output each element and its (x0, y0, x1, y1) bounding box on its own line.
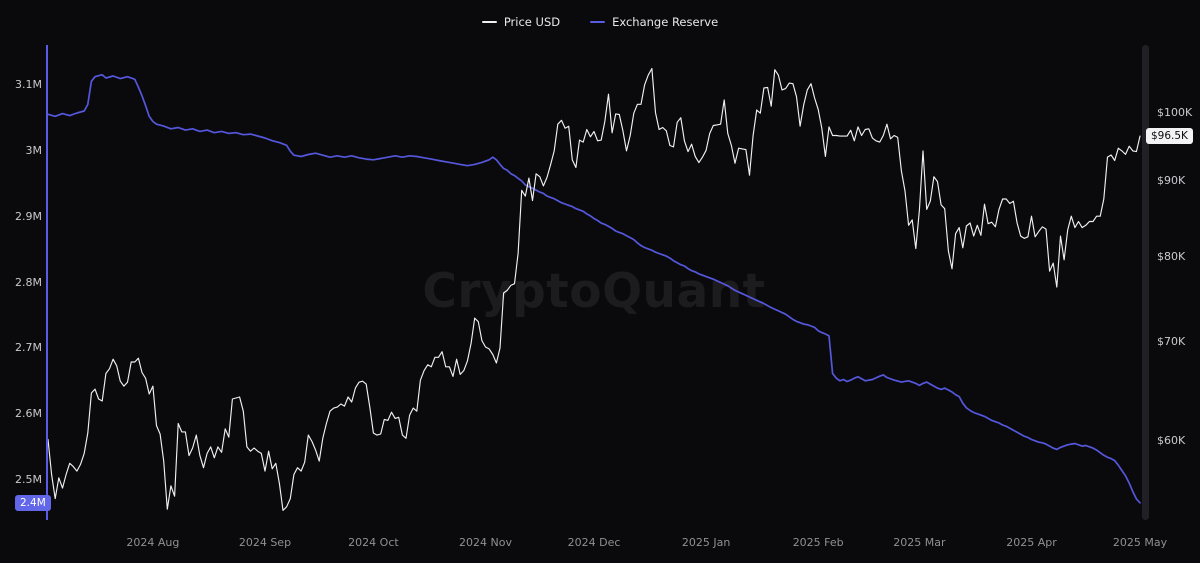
date-axis-tick-label: 2024 Dec (567, 536, 621, 549)
reserve-axis-tick-label: 2.8M (15, 275, 42, 289)
legend-label-price-usd: Price USD (503, 15, 561, 29)
date-axis-tick-label: 2024 Sep (238, 536, 292, 549)
price-axis-tick-label: $60K (1157, 434, 1186, 448)
reserve-axis-tick-label: 2.5M (15, 473, 42, 487)
reserve-axis-tick-label: 2.6M (15, 407, 42, 421)
reserve-current-value-badge: 2.4M (15, 494, 51, 512)
date-axis-tick-label: 2024 Oct (348, 536, 399, 549)
left-axis-line (46, 45, 48, 520)
legend-item-exchange-reserve[interactable]: Exchange Reserve (590, 15, 718, 29)
legend-label-exchange-reserve: Exchange Reserve (612, 15, 719, 29)
reserve-axis-tick-label: 3.1M (15, 77, 42, 91)
date-axis-tick-label: 2024 Aug (126, 536, 180, 549)
right-axis-scrollbar[interactable] (1142, 45, 1149, 520)
date-axis-tick-label: 2024 Nov (459, 536, 512, 549)
price-axis-tick-label: $80K (1157, 249, 1186, 263)
legend-item-price-usd[interactable]: Price USD (481, 15, 561, 29)
price-axis-tick-label: $90K (1157, 173, 1186, 187)
date-axis-tick-label: 2025 Mar (893, 536, 946, 549)
date-axis-tick-label: 2025 Feb (792, 536, 844, 549)
date-axis-tick-label: 2025 Apr (1006, 536, 1057, 549)
date-axis-labels: 2024 Aug 2024 Sep 2024 Oct 2024 Nov 2024 Dec… (0, 536, 1200, 556)
chart-legend: Price USD Exchange Reserve (0, 15, 1200, 29)
date-axis-tick-label: 2025 May (1112, 536, 1168, 549)
price-axis-tick-label: $70K (1157, 335, 1186, 349)
reserve-axis-tick-label: 2.7M (15, 341, 42, 355)
date-axis-tick-label: 2025 Jan (681, 536, 731, 549)
price-current-value-badge: $96.5K (1146, 127, 1193, 145)
exchange-reserve-line (47, 73, 1141, 504)
price-usd-line (47, 67, 1141, 511)
price-axis-tick-label: $100K (1157, 106, 1193, 120)
reserve-axis-tick-label: 2.9M (15, 209, 42, 223)
chart-plot-area[interactable] (48, 45, 1140, 520)
reserve-axis-labels: 3.1M 3M 2.9M 2.8M 2.7M 2.6M 2.5M (0, 0, 44, 563)
price-line-marker-icon (481, 21, 497, 23)
reserve-line-marker-icon (590, 21, 606, 23)
price-axis-labels: $100K $90K $80K $70K $60K (1157, 0, 1200, 563)
reserve-axis-tick-label: 3M (25, 143, 43, 157)
